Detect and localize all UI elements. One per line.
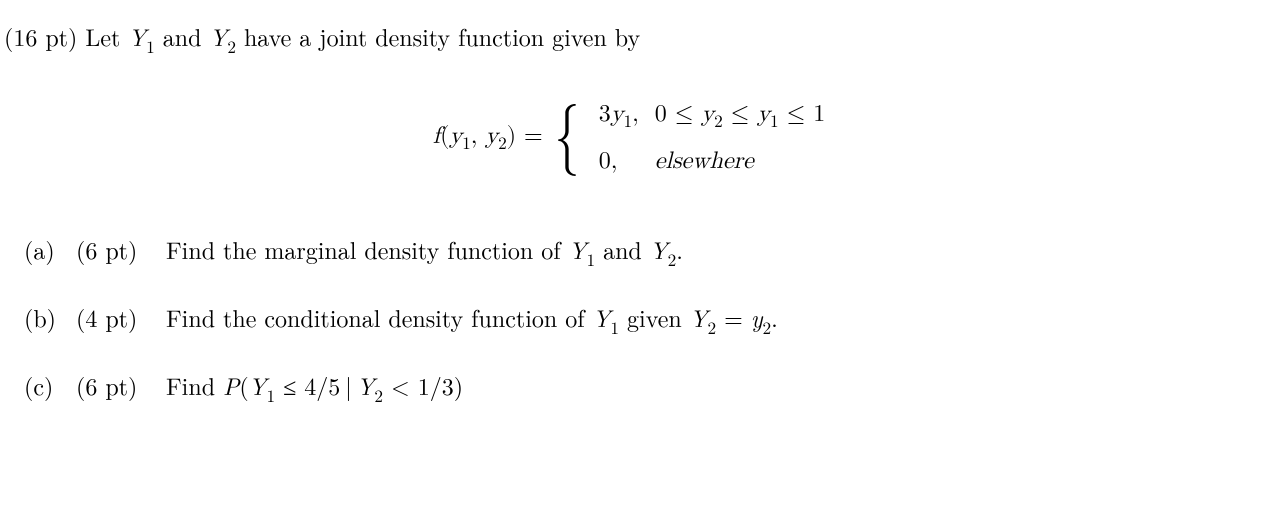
part-text: Find P(Y1 ≤ 4/5 | Y2 < 1/3) [166, 367, 1262, 409]
part-label: (c) [24, 367, 76, 409]
problem-header: (16 pt) Let Y1 and Y2 have a joint densi… [4, 18, 1262, 60]
formula-case-value: 0, [591, 139, 647, 183]
formula-case-row: 0, elsewhere [591, 139, 834, 183]
part-points: (6 pt) [76, 231, 166, 273]
part-b: (b) (4 pt) Find the conditional density … [24, 299, 1262, 341]
formula-case-row: 3y1, 0 ≤ y2 ≤ y1 ≤ 1 [591, 92, 834, 140]
parts-list: (a) (6 pt) Find the marginal density fun… [4, 231, 1262, 408]
part-label: (a) [24, 231, 76, 273]
brace-icon: { [554, 100, 579, 172]
formula-case-condition: elsewhere [647, 139, 833, 183]
formula-cases: 3y1, 0 ≤ y2 ≤ y1 ≤ 1 0, elsewhere [591, 92, 834, 184]
part-text: Find the conditional density function of… [166, 299, 1262, 341]
part-label: (b) [24, 299, 76, 341]
part-a: (a) (6 pt) Find the marginal density fun… [24, 231, 1262, 273]
part-c: (c) (6 pt) Find P(Y1 ≤ 4/5 | Y2 < 1/3) [24, 367, 1262, 409]
formula-case-condition: 0 ≤ y2 ≤ y1 ≤ 1 [647, 92, 833, 140]
formula-block: f(y1, y2) = { 3y1, 0 ≤ y2 ≤ y1 ≤ 1 0, el… [4, 92, 1262, 184]
part-points: (6 pt) [76, 367, 166, 409]
problem-points: (16 pt) [4, 19, 85, 53]
part-points: (4 pt) [76, 299, 166, 341]
formula-case-value: 3y1, [591, 92, 647, 140]
part-text: Find the marginal density function of Y1… [166, 231, 1262, 273]
problem-intro: Let Y1 and Y2 have a joint density funct… [85, 19, 640, 53]
formula-lhs: f(y1, y2) = [433, 118, 543, 158]
